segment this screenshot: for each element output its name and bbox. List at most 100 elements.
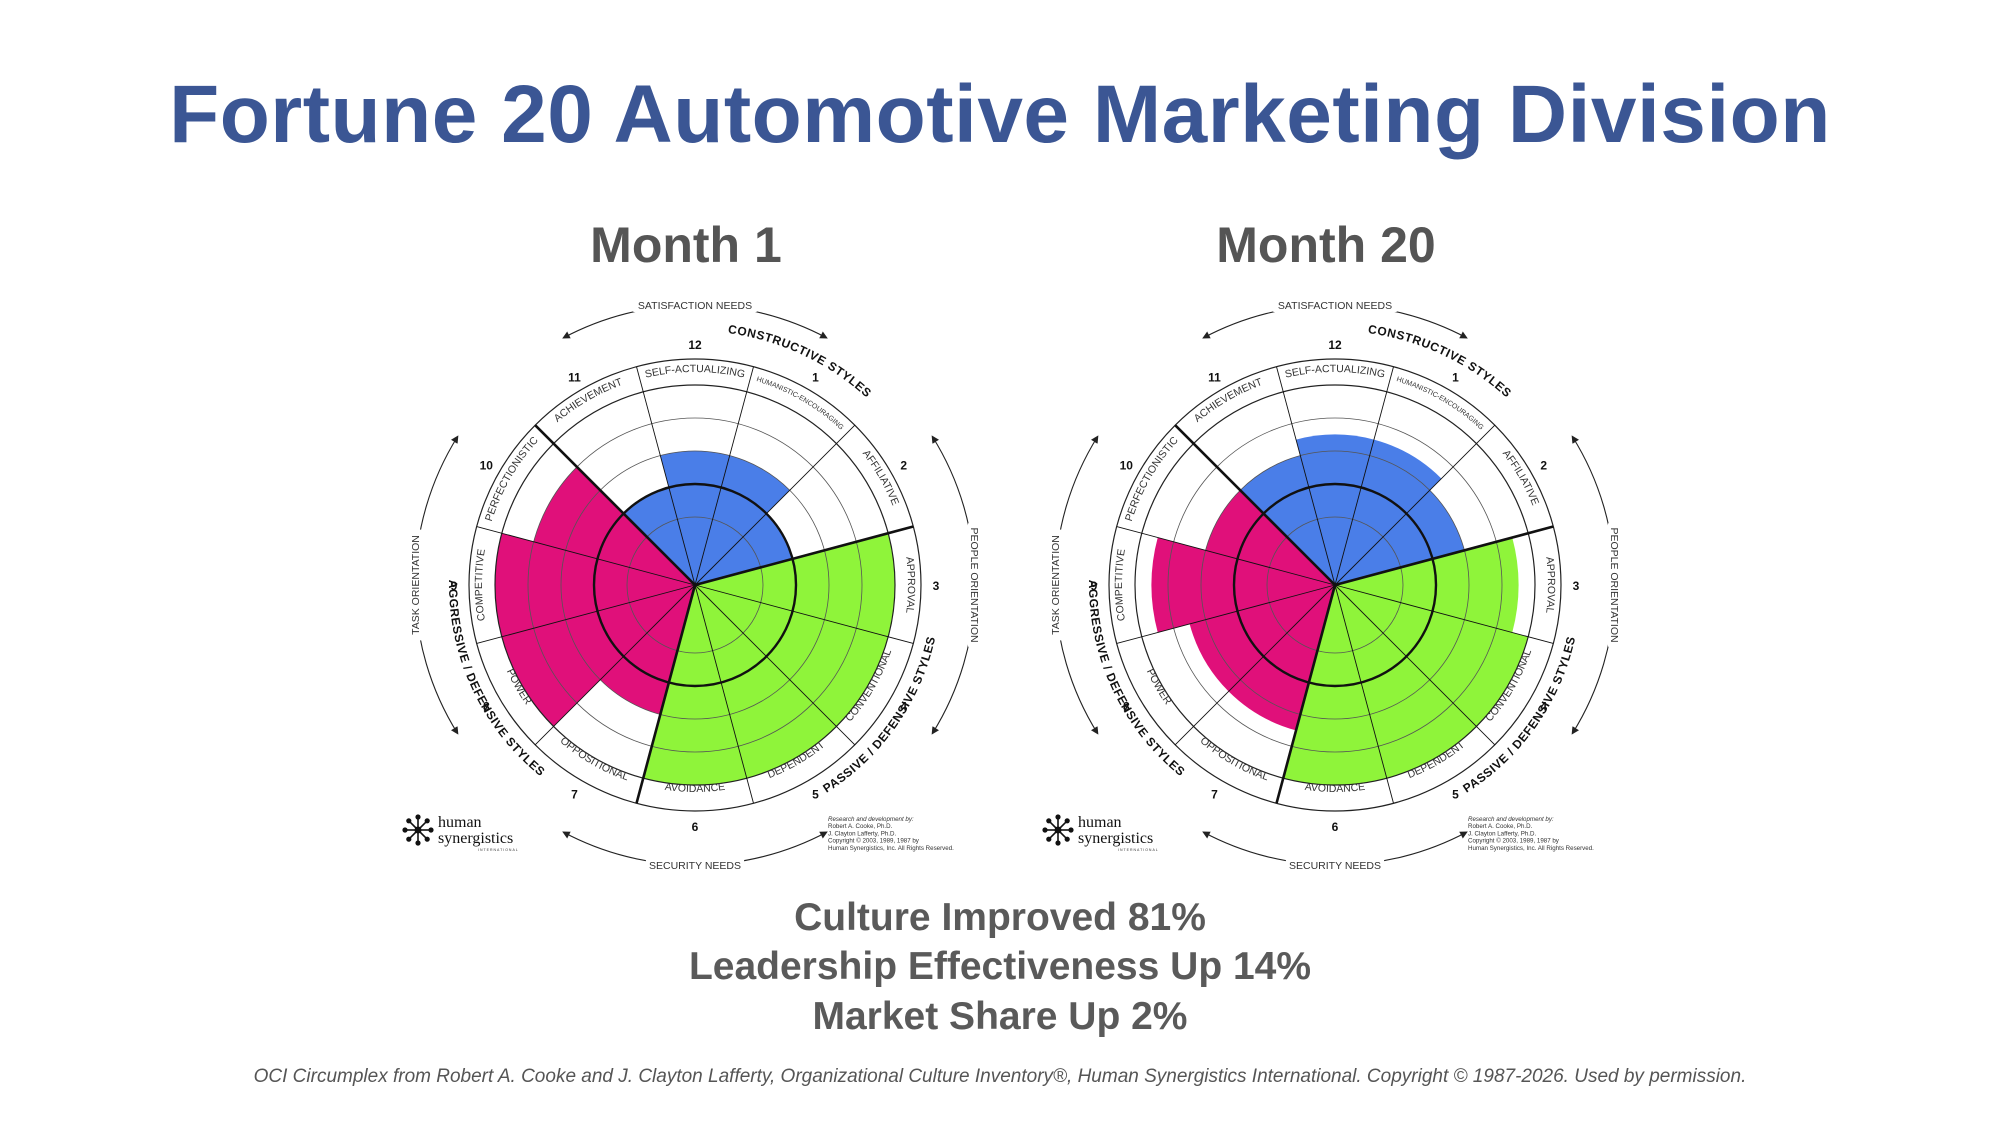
style-number: 4 [1540,700,1547,714]
svg-text:SECURITY NEEDS: SECURITY NEEDS [1289,860,1381,872]
label-security-needs: SECURITY NEEDS [645,857,745,872]
circumplex-month-1: SELF-ACTUALIZING HUMANISTIC-ENCOURAGINGAF… [402,297,983,872]
style-label-competitive: COMPETITIVE [1113,548,1128,622]
style-number: 12 [1328,338,1342,352]
style-label-power: POWER [1144,667,1174,707]
style-number: 1 [1452,370,1459,384]
style-number: 3 [933,579,940,593]
style-number: 11 [1208,370,1221,384]
credit-line: J. Clayton Lafferty, Ph.D. [1468,830,1536,837]
style-label-self-actualizing: SELF-ACTUALIZING [644,363,746,381]
wedge-conventional [695,585,889,727]
wedge-perfectionistic [1205,490,1335,585]
wedge-achievement [623,487,695,585]
svg-text:SATISFACTION NEEDS: SATISFACTION NEEDS [1278,300,1392,312]
label-task-orientation: TASK ORIENTATION [1047,529,1062,641]
wedge-humanistic-encouraging [1335,439,1442,585]
wedge-dependent [1335,585,1477,779]
style-number: 6 [692,820,699,834]
label-task-orientation: TASK ORIENTATION [407,529,422,641]
result-market-share: Market Share Up 2% [812,995,1188,1038]
style-number: 11 [568,370,581,384]
style-number: 6 [1332,820,1339,834]
credit-line: Research and development by: [1468,816,1554,823]
wedge-humanistic-encouraging [695,455,790,585]
style-label-perfectionistic: PERFECTIONISTIC [483,434,541,523]
cluster-label-constructive: CONSTRUCTIVE STYLES [727,322,874,400]
credit-line: Copyright © 2003, 1989, 1987 by [1468,838,1560,845]
svg-text:INTERNATIONAL: INTERNATIONAL [1118,848,1159,852]
month-20-title: Month 20 [1216,217,1436,273]
style-label-approval: APPROVAL [903,556,917,614]
style-label-approval: APPROVAL [1543,556,1557,614]
svg-text:INTERNATIONAL: INTERNATIONAL [478,848,519,852]
circumplex-month-20: SELF-ACTUALIZING HUMANISTIC-ENCOURAGINGAF… [1042,297,1623,872]
credit-line: Human Synergistics, Inc. All Rights Rese… [828,845,954,852]
style-label-avoidance: AVOIDANCE [664,781,726,795]
svg-text:TASK ORIENTATION: TASK ORIENTATION [410,535,422,635]
circumplex-grid [468,358,922,812]
month-1-title: Month 1 [590,217,782,273]
style-label-avoidance: AVOIDANCE [1304,781,1366,795]
wedge-affiliative [695,513,793,585]
svg-text:TASK ORIENTATION: TASK ORIENTATION [1050,535,1062,635]
style-label-oppositional: OPPOSITIONAL [1198,735,1271,784]
style-label-oppositional: OPPOSITIONAL [558,735,631,784]
style-number: 10 [1120,459,1134,473]
page-title: Fortune 20 Automotive Marketing Division [169,69,1831,160]
svg-text:PEOPLE ORIENTATION: PEOPLE ORIENTATION [1608,527,1620,642]
wedge-oppositional [1228,585,1335,731]
style-label-perfectionistic: PERFECTIONISTIC [1123,434,1181,523]
style-label-competitive: COMPETITIVE [473,548,488,622]
style-number: 5 [1452,788,1459,802]
wedge-dependent [695,585,837,779]
style-number: 10 [480,459,494,473]
cluster-label-constructive: CONSTRUCTIVE STYLES [1367,322,1514,400]
style-number: 8 [483,700,490,714]
wedge-power [1189,585,1335,692]
style-label-self-actualizing: SELF-ACTUALIZING [1284,363,1386,381]
svg-text:human: human [438,814,482,831]
style-number: 7 [571,788,578,802]
wedge-competitive [1151,537,1335,633]
credit-line: J. Clayton Lafferty, Ph.D. [828,830,896,837]
label-security-needs: SECURITY NEEDS [1285,857,1385,872]
wedge-approval [1335,537,1519,633]
svg-text:SATISFACTION NEEDS: SATISFACTION NEEDS [638,300,752,312]
style-number: 5 [812,788,819,802]
svg-text:human: human [1078,814,1122,831]
credit-line: Research and development by: [828,816,914,823]
label-people-orientation: PEOPLE ORIENTATION [1608,523,1623,647]
credit-line: Human Synergistics, Inc. All Rights Rese… [1468,845,1594,852]
credit-line: Copyright © 2003, 1989, 1987 by [828,838,920,845]
svg-text:synergistics: synergistics [1078,830,1153,847]
style-label-achievement: ACHIEVEMENT [552,376,625,425]
wedge-self-actualizing [1296,434,1374,585]
svg-text:SECURITY NEEDS: SECURITY NEEDS [649,860,741,872]
svg-text:PEOPLE ORIENTATION: PEOPLE ORIENTATION [968,527,980,642]
style-number: 7 [1211,788,1218,802]
wedge-power [501,585,695,727]
wedge-conventional [1335,585,1529,727]
wedge-achievement [1240,455,1335,585]
circumplex-grid [1108,358,1562,812]
wedge-affiliative [1335,490,1465,585]
style-number: 12 [688,338,702,352]
footer-citation: OCI Circumplex from Robert A. Cooke and … [253,1066,1747,1087]
style-number: 4 [900,700,907,714]
result-culture: Culture Improved 81% [794,896,1206,939]
label-satisfaction-needs: SATISFACTION NEEDS [1273,297,1397,312]
svg-text:synergistics: synergistics [438,830,513,847]
style-label-achievement: ACHIEVEMENT [1192,376,1265,425]
style-number: 1 [812,370,819,384]
style-number: 8 [1123,700,1130,714]
wedge-oppositional [600,585,695,715]
style-number: 3 [1573,579,1580,593]
label-people-orientation: PEOPLE ORIENTATION [968,523,983,647]
label-satisfaction-needs: SATISFACTION NEEDS [633,297,757,312]
style-number: 2 [1540,459,1547,473]
result-leadership: Leadership Effectiveness Up 14% [688,945,1312,988]
credit-line: Robert A. Cooke, Ph.D. [1468,823,1533,830]
